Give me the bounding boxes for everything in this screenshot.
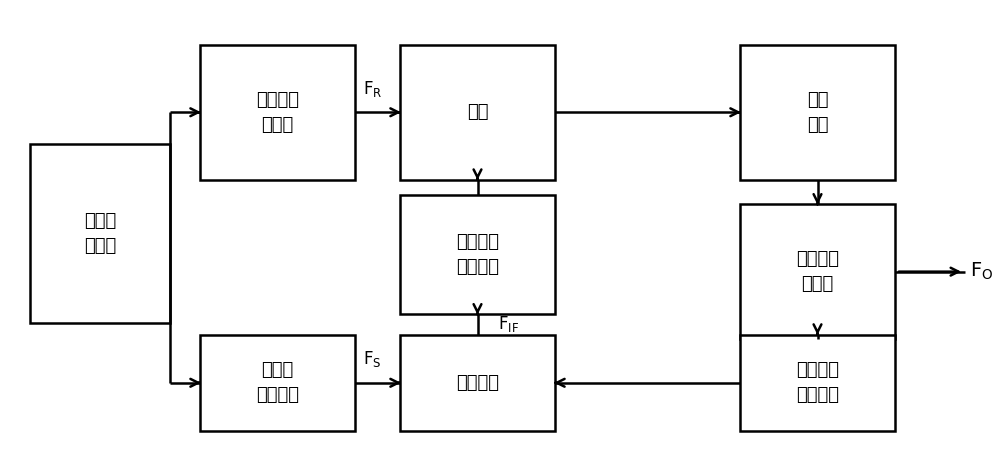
Bar [740, 335, 895, 431]
Text: 宽带微波
信号调理: 宽带微波 信号调理 [796, 361, 839, 404]
Bar [740, 45, 895, 180]
Bar [400, 195, 555, 314]
Text: $\mathrm{F_S}$: $\mathrm{F_S}$ [363, 349, 382, 369]
Bar [400, 45, 555, 180]
Text: 低噪声
取样本振: 低噪声 取样本振 [256, 361, 299, 404]
Text: 取样中频
信号调理: 取样中频 信号调理 [456, 233, 499, 276]
Bar [400, 335, 555, 431]
Bar [200, 335, 355, 431]
Text: $\mathrm{F_R}$: $\mathrm{F_R}$ [363, 79, 382, 99]
Bar [200, 45, 355, 180]
Bar [740, 204, 895, 339]
Text: 小数分频
锁相环: 小数分频 锁相环 [256, 91, 299, 134]
Text: 宽带微波
振荡器: 宽带微波 振荡器 [796, 250, 839, 293]
Text: 取样混频: 取样混频 [456, 374, 499, 392]
Text: 低噪声
参考源: 低噪声 参考源 [84, 212, 116, 255]
Text: $\mathrm{F_{IF}}$: $\mathrm{F_{IF}}$ [498, 314, 519, 335]
Text: 鉴相: 鉴相 [467, 103, 488, 121]
Bar [30, 144, 170, 323]
Text: $\mathrm{F_O}$: $\mathrm{F_O}$ [970, 261, 993, 282]
Text: 环路
积分: 环路 积分 [807, 91, 828, 134]
